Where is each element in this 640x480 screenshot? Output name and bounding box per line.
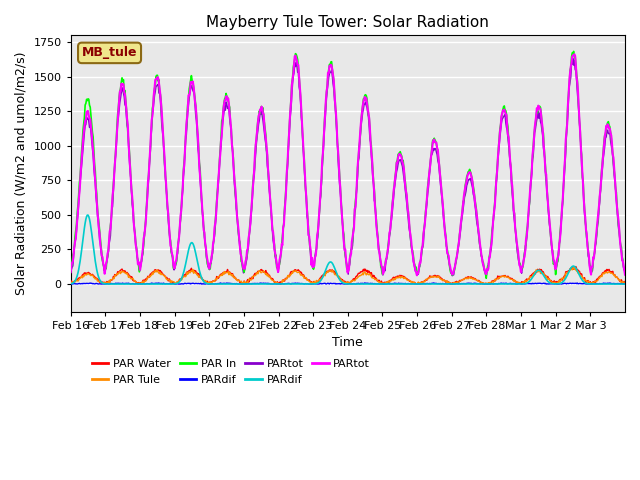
Title: Mayberry Tule Tower: Solar Radiation: Mayberry Tule Tower: Solar Radiation: [207, 15, 490, 30]
Y-axis label: Solar Radiation (W/m2 and umol/m2/s): Solar Radiation (W/m2 and umol/m2/s): [15, 52, 28, 295]
Legend: PAR Water, PAR Tule, PAR In, PARdif, PARtot, PARdif, PARtot: PAR Water, PAR Tule, PAR In, PARdif, PAR…: [87, 355, 374, 389]
X-axis label: Time: Time: [332, 336, 364, 349]
Text: MB_tule: MB_tule: [82, 47, 138, 60]
